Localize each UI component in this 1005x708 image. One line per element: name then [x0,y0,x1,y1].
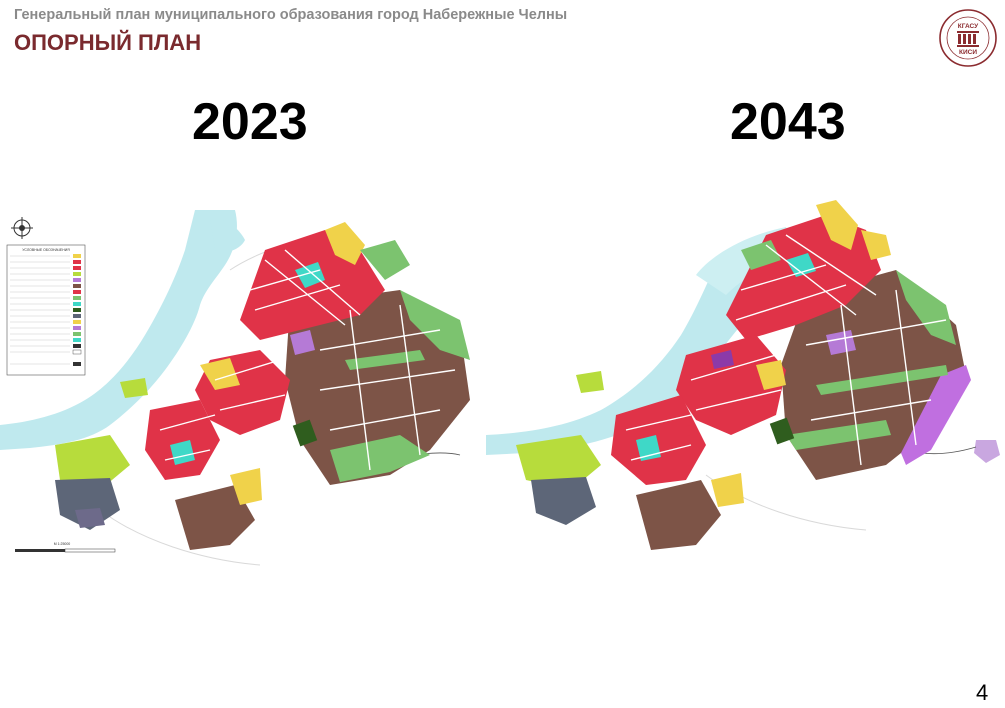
purple-zone [826,330,856,355]
legend-swatches [72,254,82,366]
purple-strip-east [901,365,971,465]
logo-top-text: КГАСУ [958,23,979,30]
green-zone-east [400,290,470,360]
cyan-zone-south [170,440,195,465]
cyan-zone-north [295,262,325,288]
yellow-zone-south [230,468,262,505]
lime-zone-west [516,435,601,490]
logo-bottom-text: КИСИ [959,49,977,56]
year-label-2043: 2043 [730,93,846,151]
north-arrow [11,217,33,239]
yellow-zone-northeast [861,230,891,260]
industrial-zone-east [285,290,470,485]
gray-zone-west [531,477,596,525]
page-title: ОПОРНЫЙ ПЛАН [14,30,202,55]
scale-bar: М 1:25000 [15,542,116,553]
yellow-zone-north [816,200,858,250]
gray-zone-small [75,508,105,528]
document-subtitle: Генеральный план муниципального образова… [14,7,568,23]
lime-zone-west [55,435,130,490]
bay-area [210,219,245,252]
residential-west [145,400,220,480]
map-legend: УСЛОВНЫЕ ОБОЗНАЧЕНИЯ [6,244,86,376]
green-zone-north [360,240,410,280]
green-strip [345,350,425,370]
yellow-zone-north [325,222,365,265]
yellow-zone-south [711,473,744,507]
gray-zone-west [55,478,120,530]
page-number: 4 [976,680,989,705]
land-use-map-2043 [486,200,1000,550]
river-area [486,235,783,455]
land-use-map-2023: УСЛОВНЫЕ ОБОЗНАЧЕНИЯ [0,210,470,566]
green-zone-southeast [330,435,430,482]
green-zone-south [786,420,891,450]
yellow-zone-center [200,358,240,390]
legend-title: УСЛОВНЫЕ ОБОЗНАЧЕНИЯ [22,248,70,252]
green-strip [816,365,948,395]
green-zone-north [741,240,781,270]
cyan-zone-north [786,253,816,277]
year-label-2023: 2023 [192,93,308,151]
forest-square [769,417,795,445]
purple-zone [290,330,315,355]
east-extension [974,440,1000,463]
river-area [0,210,237,450]
forest-square [292,419,318,447]
purple-zone-west [711,350,734,369]
lime-zone-small [120,378,148,398]
industrial-zone-south [636,480,721,550]
lime-zone-small [576,371,604,393]
industrial-zone-south [175,485,255,550]
scale-label: М 1:25000 [54,542,71,546]
yellow-zone-center [756,360,786,390]
university-logo: КГАСУ КИСИ [939,9,997,67]
green-zone-east [896,270,956,345]
